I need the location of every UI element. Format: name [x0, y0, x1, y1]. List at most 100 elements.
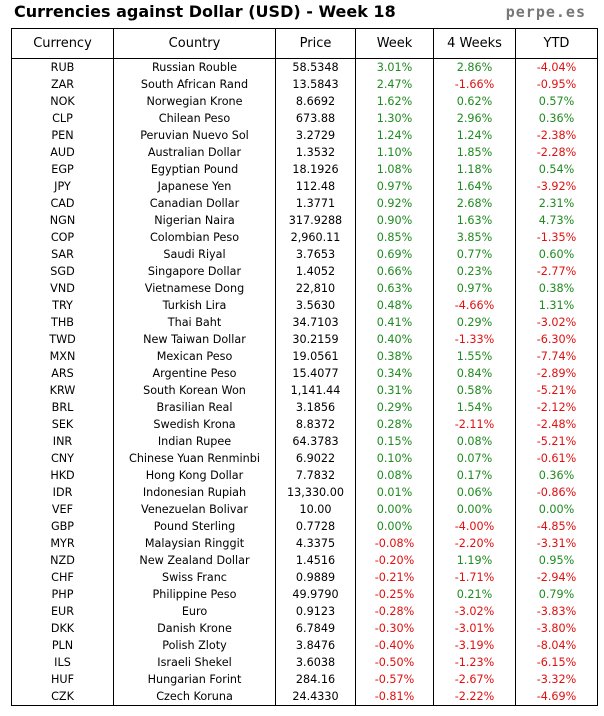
week-change-cell: 0.28% [355, 416, 434, 433]
table-row: TWD New Taiwan Dollar 30.2159 0.40% -1.33% -6… [11, 331, 598, 348]
table-row: DKK Danish Krone 6.7849 -0.30% -3.01% -3.80% [11, 620, 598, 637]
price-cell: 8.6692 [275, 93, 356, 110]
column-header-week: Week [355, 28, 434, 59]
four-weeks-change-cell: 2.96% [433, 110, 516, 127]
price-cell: 3.7653 [275, 246, 356, 263]
price-cell: 1.3532 [275, 144, 356, 161]
country-cell: Danish Krone [113, 620, 276, 637]
currency-code-cell: GBP [11, 518, 114, 535]
table-row: VND Vietnamese Dong 22,810 0.63% 0.97% 0.38% [11, 280, 598, 297]
currency-code-cell: PEN [11, 127, 114, 144]
four-weeks-change-cell: 1.19% [433, 552, 516, 569]
price-cell: 4.3375 [275, 535, 356, 552]
four-weeks-change-cell: 0.84% [433, 365, 516, 382]
table-row: EUR Euro 0.9123 -0.28% -3.02% -3.83% [11, 603, 598, 620]
week-change-cell: -0.08% [355, 535, 434, 552]
table-row: CNY Chinese Yuan Renminbi 6.9022 0.10% 0.07%… [11, 450, 598, 467]
four-weeks-change-cell: 0.17% [433, 467, 516, 484]
table-body: RUB Russian Rouble 58.5348 3.01% 2.86% -4.04%… [11, 58, 598, 706]
ytd-change-cell: 0.36% [515, 110, 598, 127]
price-cell: 34.7103 [275, 314, 356, 331]
four-weeks-change-cell: 0.21% [433, 586, 516, 603]
country-cell: Colombian Peso [113, 229, 276, 246]
currency-code-cell: AUD [11, 144, 114, 161]
price-cell: 1.4516 [275, 552, 356, 569]
price-cell: 30.2159 [275, 331, 356, 348]
price-cell: 18.1926 [275, 161, 356, 178]
table-row: KRW South Korean Won 1,141.44 0.31% 0.58% -5.… [11, 382, 598, 399]
week-change-cell: 2.47% [355, 76, 434, 93]
ytd-change-cell: -3.02% [515, 314, 598, 331]
table-row: AUD Australian Dollar 1.3532 1.10% 1.85% -2.2… [11, 144, 598, 161]
table-row: SGD Singapore Dollar 1.4052 0.66% 0.23% -2.77… [11, 263, 598, 280]
currency-code-cell: RUB [11, 58, 114, 76]
table-row: GBP Pound Sterling 0.7728 0.00% -4.00% -4.85% [11, 518, 598, 535]
table-row: CAD Canadian Dollar 1.3771 0.92% 2.68% 2.31% [11, 195, 598, 212]
ytd-change-cell: -2.89% [515, 365, 598, 382]
currency-code-cell: IDR [11, 484, 114, 501]
price-cell: 6.9022 [275, 450, 356, 467]
currency-code-cell: CNY [11, 450, 114, 467]
country-cell: Argentine Peso [113, 365, 276, 382]
four-weeks-change-cell: -1.66% [433, 76, 516, 93]
price-cell: 1,141.44 [275, 382, 356, 399]
four-weeks-change-cell: 0.29% [433, 314, 516, 331]
table-row: ILS Israeli Shekel 3.6038 -0.50% -1.23% -6.15… [11, 654, 598, 671]
column-header-price: Price [275, 28, 356, 59]
currency-code-cell: BRL [11, 399, 114, 416]
country-cell: Saudi Riyal [113, 246, 276, 263]
table-row: MXN Mexican Peso 19.0561 0.38% 1.55% -7.74% [11, 348, 598, 365]
week-change-cell: 0.34% [355, 365, 434, 382]
ytd-change-cell: 0.00% [515, 501, 598, 518]
four-weeks-change-cell: -3.02% [433, 603, 516, 620]
table-row: NGN Nigerian Naira 317.9288 0.90% 1.63% 4.73% [11, 212, 598, 229]
table-row: COP Colombian Peso 2,960.11 0.85% 3.85% -1.35… [11, 229, 598, 246]
ytd-change-cell: -2.38% [515, 127, 598, 144]
table-row: INR Indian Rupee 64.3783 0.15% 0.08% -5.21% [11, 433, 598, 450]
week-change-cell: 0.48% [355, 297, 434, 314]
week-change-cell: 0.63% [355, 280, 434, 297]
week-change-cell: 0.69% [355, 246, 434, 263]
ytd-change-cell: -2.77% [515, 263, 598, 280]
ytd-change-cell: 4.73% [515, 212, 598, 229]
currency-code-cell: SEK [11, 416, 114, 433]
price-cell: 673.88 [275, 110, 356, 127]
country-cell: Euro [113, 603, 276, 620]
table-row: PLN Polish Zloty 3.8476 -0.40% -3.19% -8.04% [11, 637, 598, 654]
week-change-cell: -0.81% [355, 688, 434, 706]
ytd-change-cell: -3.83% [515, 603, 598, 620]
week-change-cell: 3.01% [355, 58, 434, 76]
table-row: PEN Peruvian Nuevo Sol 3.2729 1.24% 1.24% -2.… [11, 127, 598, 144]
week-change-cell: -0.28% [355, 603, 434, 620]
ytd-change-cell: -1.35% [515, 229, 598, 246]
currency-code-cell: NZD [11, 552, 114, 569]
week-change-cell: 0.41% [355, 314, 434, 331]
ytd-change-cell: -4.04% [515, 58, 598, 76]
currency-code-cell: HUF [11, 671, 114, 688]
four-weeks-change-cell: 1.64% [433, 178, 516, 195]
country-cell: Hungarian Forint [113, 671, 276, 688]
week-change-cell: 0.31% [355, 382, 434, 399]
currency-code-cell: CLP [11, 110, 114, 127]
price-cell: 1.3771 [275, 195, 356, 212]
week-change-cell: -0.20% [355, 552, 434, 569]
four-weeks-change-cell: 0.06% [433, 484, 516, 501]
ytd-change-cell: -0.86% [515, 484, 598, 501]
price-cell: 10.00 [275, 501, 356, 518]
week-change-cell: 1.08% [355, 161, 434, 178]
four-weeks-change-cell: -2.67% [433, 671, 516, 688]
price-cell: 1.4052 [275, 263, 356, 280]
week-change-cell: -0.40% [355, 637, 434, 654]
week-change-cell: -0.57% [355, 671, 434, 688]
week-change-cell: 0.40% [355, 331, 434, 348]
currency-code-cell: PLN [11, 637, 114, 654]
ytd-change-cell: -2.28% [515, 144, 598, 161]
table-row: SAR Saudi Riyal 3.7653 0.69% 0.77% 0.60% [11, 246, 598, 263]
four-weeks-change-cell: 3.85% [433, 229, 516, 246]
four-weeks-change-cell: 1.24% [433, 127, 516, 144]
country-cell: Philippine Peso [113, 586, 276, 603]
week-change-cell: 0.85% [355, 229, 434, 246]
week-change-cell: -0.25% [355, 586, 434, 603]
country-cell: Vietnamese Dong [113, 280, 276, 297]
four-weeks-change-cell: 0.62% [433, 93, 516, 110]
